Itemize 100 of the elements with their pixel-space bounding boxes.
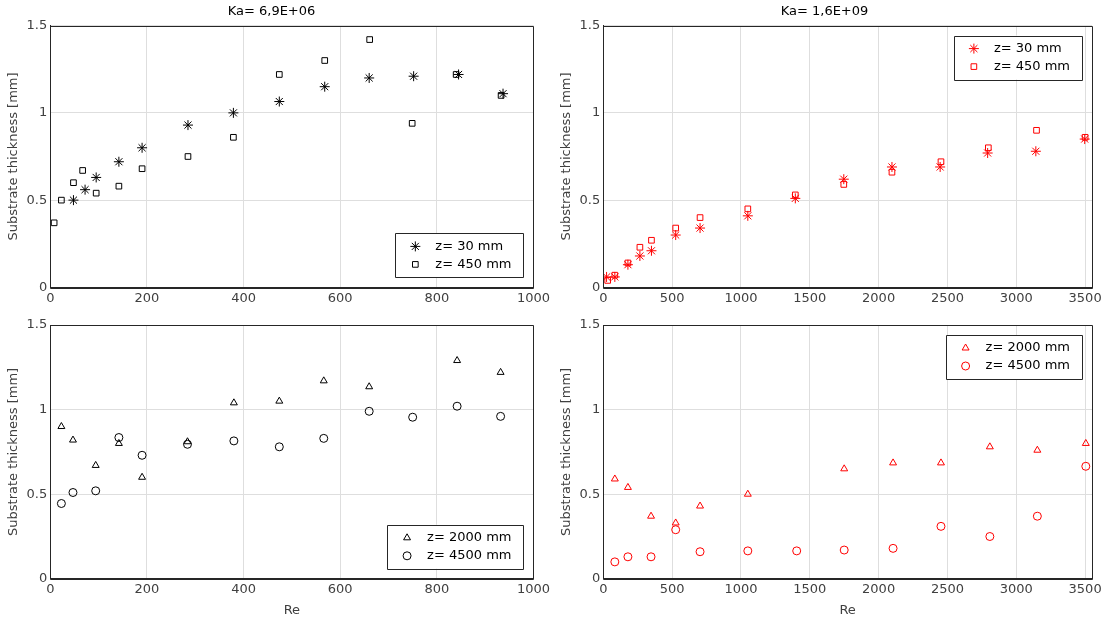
x-tick-label: 1000	[516, 289, 550, 305]
point	[114, 438, 123, 446]
legend-label: z= 450 mm	[993, 57, 1070, 73]
point	[273, 96, 285, 108]
point	[114, 433, 124, 443]
point	[137, 450, 147, 460]
point	[1030, 145, 1042, 157]
x-tick-label: 200	[134, 580, 160, 596]
point	[227, 107, 239, 119]
point	[90, 171, 102, 183]
point	[791, 191, 799, 199]
point	[1081, 461, 1091, 471]
point	[792, 546, 802, 556]
point	[363, 72, 375, 84]
x-tick-label: 400	[231, 580, 256, 596]
point	[695, 547, 705, 557]
point	[623, 552, 633, 562]
point	[452, 401, 462, 411]
point	[670, 229, 682, 241]
point	[452, 71, 460, 78]
point	[496, 367, 505, 375]
point	[79, 184, 91, 196]
point	[58, 196, 65, 204]
x-tick-label: 2500	[930, 289, 964, 305]
point	[648, 236, 655, 244]
chart-title: Ka= 1,6E+09	[780, 3, 869, 19]
point	[364, 406, 374, 416]
point	[937, 458, 945, 466]
x-tick-label: 800	[424, 580, 450, 596]
point	[985, 532, 995, 541]
point	[886, 161, 898, 173]
point	[50, 219, 58, 227]
legend-label: z= 30 mm	[993, 39, 1062, 55]
point	[838, 173, 850, 185]
point	[408, 412, 418, 422]
point	[184, 153, 192, 160]
x-tick-label: 600	[327, 580, 353, 596]
point	[56, 499, 66, 509]
point	[497, 92, 505, 99]
legend-label: z= 2000 mm	[427, 529, 512, 545]
y-tick-label: 0.5	[26, 191, 48, 207]
point	[610, 557, 620, 567]
y-tick-label: 1.5	[26, 316, 48, 332]
legend-label: z= 30 mm	[435, 237, 504, 253]
point	[645, 245, 657, 257]
point	[319, 81, 331, 93]
point	[671, 525, 681, 535]
point	[453, 68, 465, 80]
y-tick-label: 0	[38, 570, 48, 586]
x-tick-label: 500	[659, 289, 685, 305]
legend-label: z= 4500 mm	[985, 357, 1071, 373]
y-tick-label: 1.5	[26, 16, 48, 32]
point	[136, 142, 148, 154]
point	[453, 356, 462, 364]
point	[610, 474, 619, 482]
point	[624, 259, 632, 267]
point	[743, 546, 753, 556]
point	[611, 271, 619, 279]
point	[408, 120, 416, 127]
point	[789, 192, 801, 204]
chart-title: Ka= 6,9E+06	[227, 3, 316, 19]
point	[183, 437, 192, 445]
point	[840, 464, 849, 472]
point	[366, 36, 373, 43]
point	[1033, 445, 1042, 453]
point	[623, 482, 632, 490]
point	[67, 194, 79, 206]
point	[230, 133, 237, 141]
point	[696, 214, 704, 221]
point	[229, 398, 238, 406]
legend-label: z= 4500 mm	[427, 547, 512, 563]
y-tick-label: 0.5	[579, 191, 601, 207]
point	[603, 271, 613, 283]
point	[70, 179, 77, 187]
point	[1081, 133, 1089, 141]
point	[321, 57, 329, 64]
point	[888, 543, 898, 553]
y-tick-label: 1.5	[579, 316, 601, 332]
point	[636, 243, 644, 251]
x-tick-label: 1500	[793, 580, 827, 596]
point	[1079, 133, 1091, 145]
y-tick-label: 1	[591, 104, 601, 120]
legend-label: z= 2000 mm	[985, 339, 1071, 355]
y-tick-label: 0.5	[26, 485, 48, 501]
legend-label: z= 450 mm	[435, 255, 512, 271]
point	[937, 158, 945, 166]
point	[113, 156, 125, 168]
point	[138, 165, 146, 173]
y-axis-title: Substrate thickness [mm]	[5, 367, 21, 536]
point	[647, 511, 656, 519]
point	[319, 433, 329, 443]
point	[1032, 511, 1042, 521]
point	[92, 189, 100, 197]
y-tick-label: 1	[38, 104, 48, 120]
point	[79, 167, 86, 174]
point	[743, 489, 752, 497]
y-tick-label: 0.5	[579, 485, 601, 501]
y-tick-label: 0	[591, 278, 601, 294]
y-tick-label: 1.5	[579, 16, 601, 32]
point	[742, 210, 754, 222]
